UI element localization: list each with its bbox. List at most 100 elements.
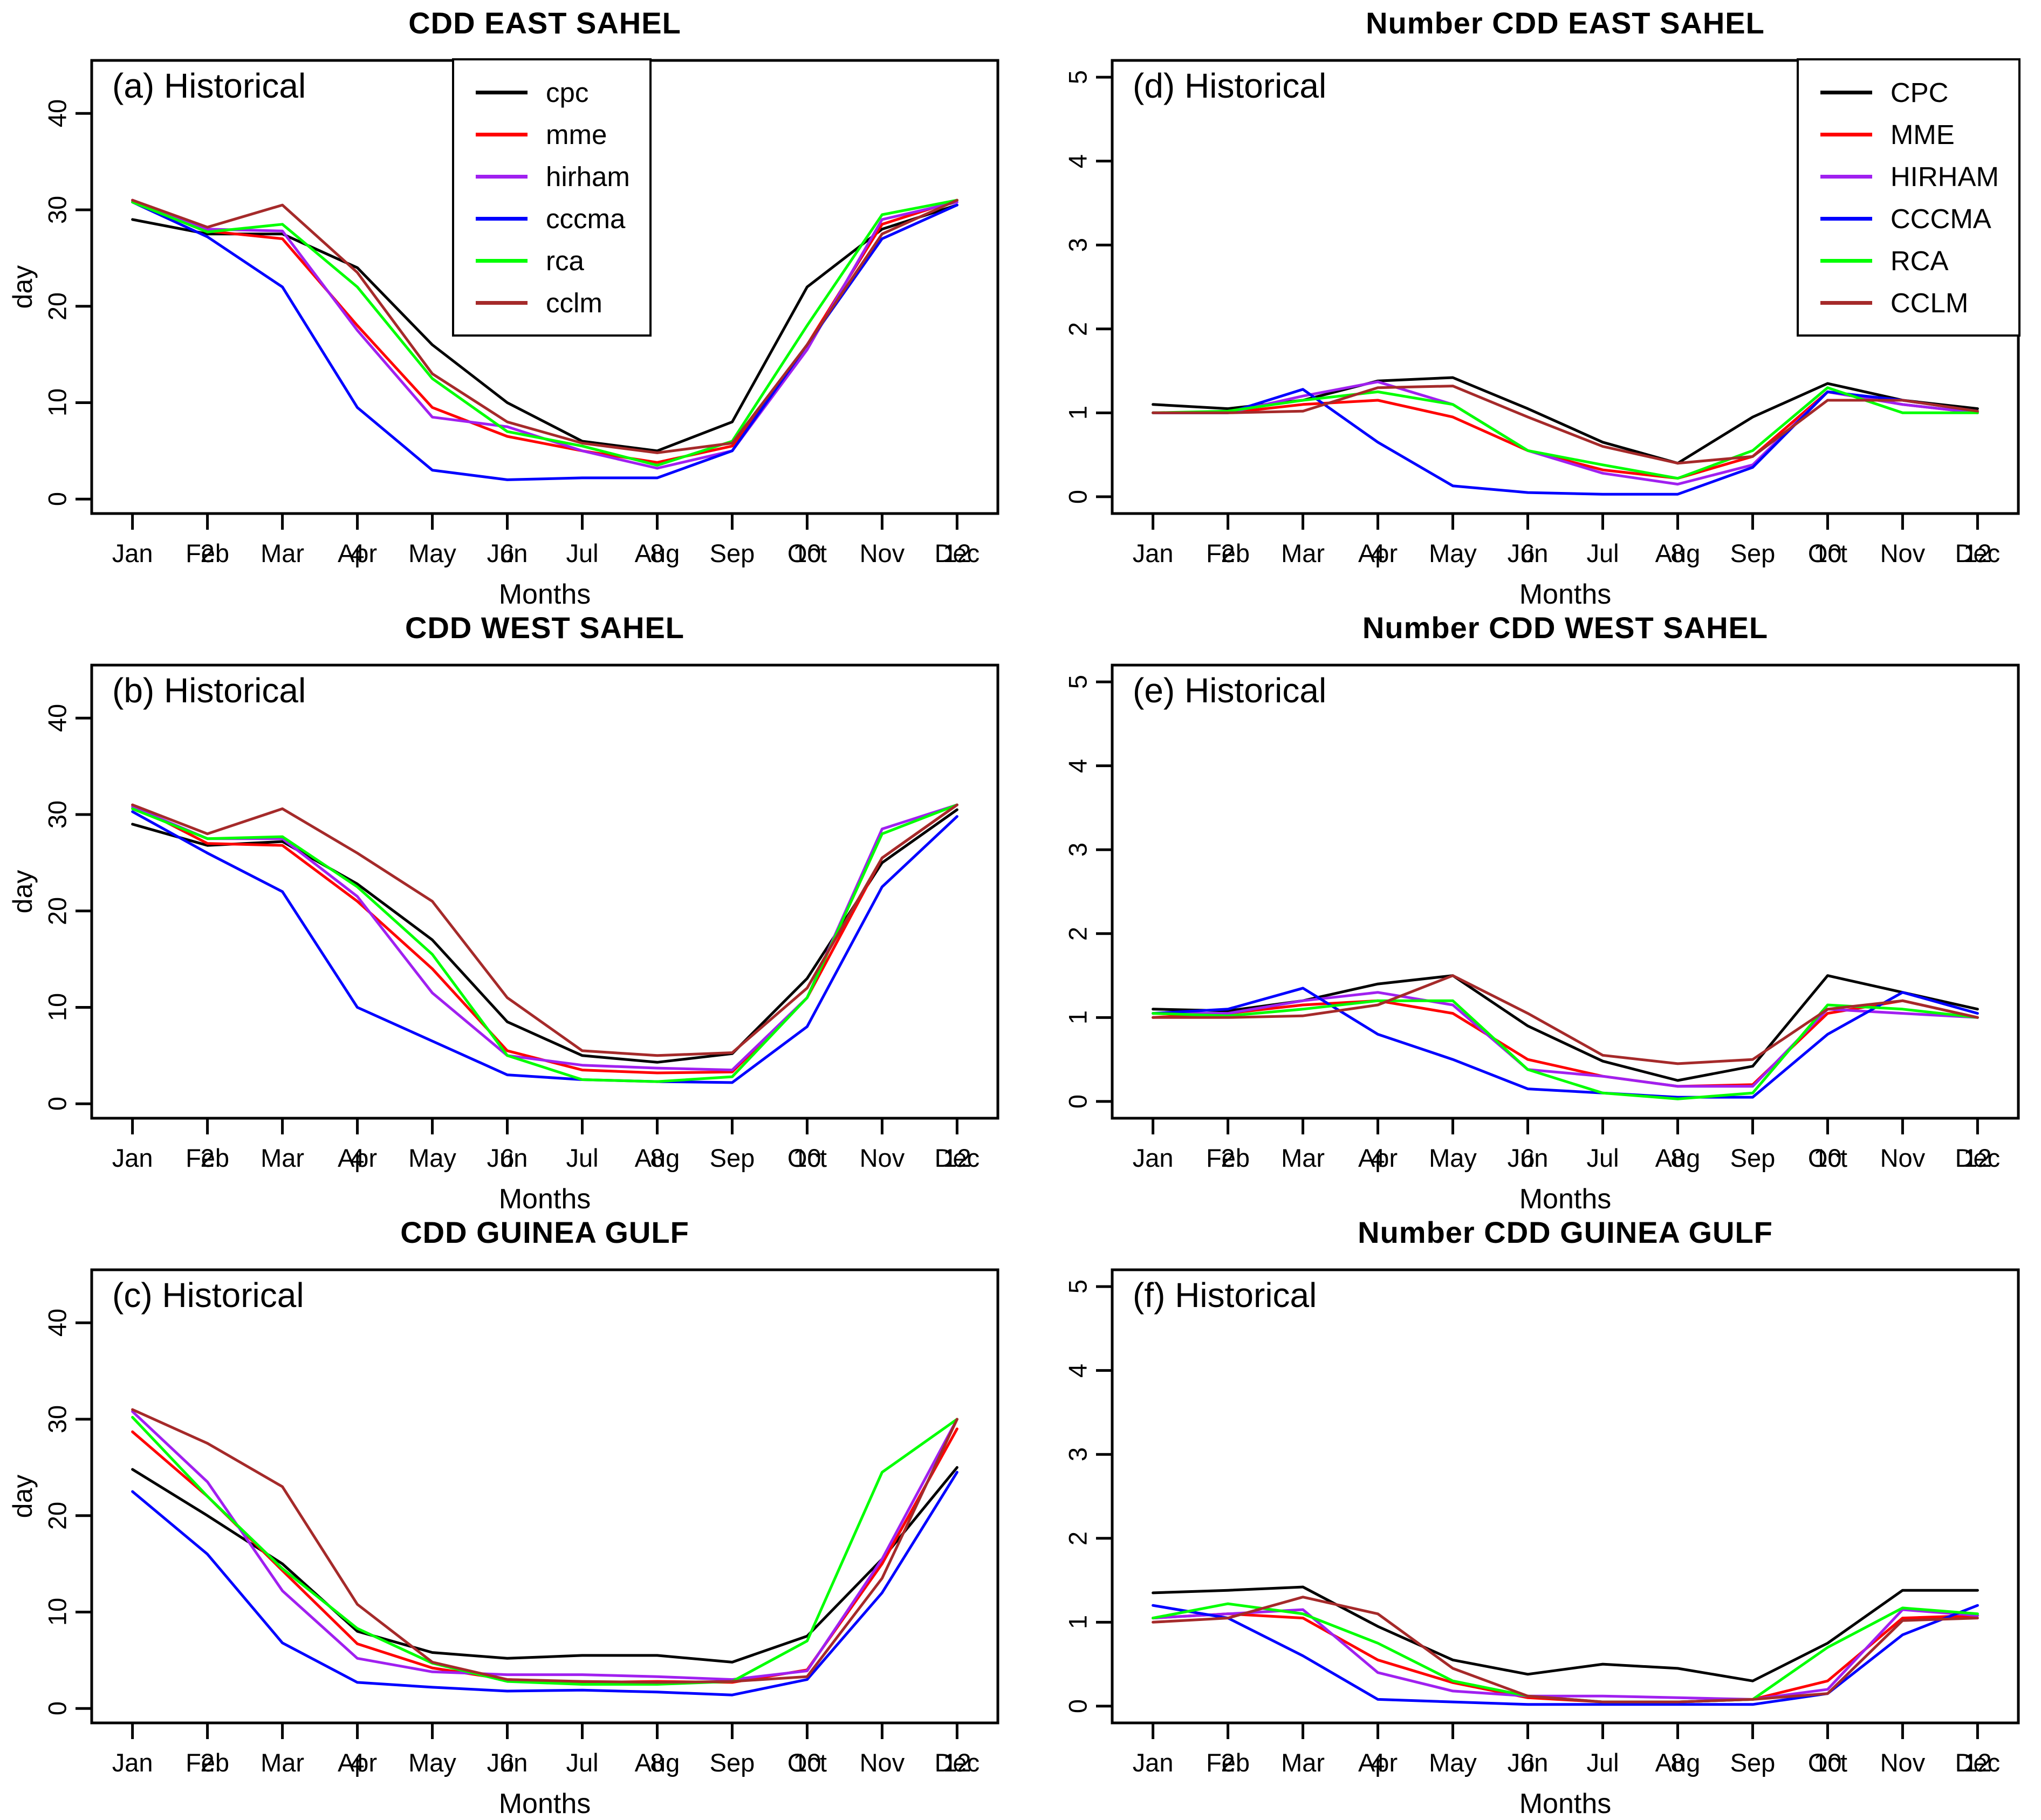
month-tick-label: Dec (1955, 1144, 2001, 1172)
x-axis-title: Months (498, 1183, 591, 1215)
series-line-CCCMA (1152, 1604, 1979, 1706)
month-tick-label: Apr (337, 539, 378, 567)
x-axis-label-area: Months (1112, 514, 2018, 611)
month-tick-label: Sep (1730, 1144, 1776, 1172)
legend-line-sample (1820, 258, 1872, 263)
legend-label: CCLM (1890, 287, 1969, 318)
month-number-label: 6 (500, 1748, 515, 1777)
month-tick-label: May (408, 539, 456, 567)
plot-area: (e) Historical Months 0 1 2 3 4 5 Jan Feb 2 Mar Ap… (1064, 663, 2020, 1215)
y-tick-label: 3 (1063, 1447, 1092, 1462)
month-tick-label: May (1429, 1748, 1477, 1777)
month-number-label: 12 (1963, 539, 1992, 567)
month-tick-label: Feb (1206, 1748, 1250, 1777)
month-tick-label: Apr (1358, 1748, 1398, 1777)
series-line-rca (131, 803, 958, 1083)
legend-label: cccma (546, 203, 626, 234)
y-tick-label: 20 (43, 1501, 72, 1530)
y-tick-label: 4 (1063, 1363, 1092, 1378)
month-tick-label: Jul (566, 1144, 599, 1172)
legend-entry: CCLM (1820, 286, 1999, 319)
series-line-cccma (131, 1470, 958, 1696)
y-tick-label: 10 (43, 388, 72, 417)
x-axis-ticks (1152, 1118, 1979, 1134)
month-tick-label: Feb (186, 1144, 230, 1172)
month-tick-label: Jan (112, 1144, 153, 1172)
month-tick-label: Mar (1281, 1748, 1325, 1777)
line-chart (76, 1268, 999, 1739)
month-number-label: 10 (1813, 1144, 1842, 1172)
x-axis-title: Months (1519, 1788, 1612, 1819)
line-chart (1096, 663, 2020, 1134)
y-tick-label: 0 (43, 492, 72, 507)
legend-label: mme (546, 119, 607, 150)
legend-entry: RCA (1820, 244, 1999, 277)
series-line-HIRHAM (1152, 991, 1979, 1088)
panel-f-number-cdd-guinea-gulf: Number CDD GUINEA GULF (f) Historical Mo… (1020, 1209, 2041, 1819)
month-number-label: 6 (1521, 539, 1535, 567)
legend-label: hirham (546, 161, 630, 192)
month-number-label: 12 (1963, 1748, 1992, 1777)
month-number-label: 12 (943, 1748, 971, 1777)
month-tick-label: Sep (709, 1144, 755, 1172)
series-line-CCLM (1152, 1596, 1979, 1703)
x-axis-ticks (1152, 514, 1979, 530)
month-tick-label: Jan (1132, 539, 1174, 567)
panel-d-number-cdd-east-sahel: Number CDD EAST SAHEL (d) Historical Mon… (1020, 0, 2041, 610)
y-axis-title: day (8, 1474, 38, 1518)
month-tick-label: Oct (787, 1748, 827, 1777)
y-tick-label: 30 (43, 195, 72, 224)
legend-line-sample (476, 258, 528, 263)
month-tick-label: May (1429, 1144, 1477, 1172)
month-number-label: 4 (1371, 1144, 1385, 1172)
legend-entry: HIRHAM (1820, 160, 1999, 193)
month-tick-label: Nov (859, 1748, 905, 1777)
month-tick-label: Apr (1358, 1144, 1398, 1172)
y-tick-label: 1 (1063, 406, 1092, 420)
month-number-label: 8 (650, 1748, 665, 1777)
series-line-cpc (131, 808, 958, 1064)
series-line-CPC (1152, 974, 1979, 1082)
series-line-MME (1152, 999, 1979, 1088)
legend-line-sample (476, 132, 528, 136)
plot-area: (f) Historical Months 0 1 2 3 4 5 Jan Feb 2 Mar Ap… (1064, 1268, 2020, 1819)
month-tick-label: Mar (261, 1144, 305, 1172)
month-tick-label: Aug (634, 1144, 680, 1172)
month-number-label: 10 (1813, 539, 1842, 567)
month-tick-label: Oct (787, 1144, 827, 1172)
y-tick-label: 5 (1063, 70, 1092, 85)
month-number-label: 4 (1371, 1748, 1385, 1777)
month-number-label: 6 (1521, 1748, 1535, 1777)
legend-line-sample (1820, 90, 1872, 94)
x-axis-label-area: Months (1112, 1723, 2018, 1820)
month-tick-label: Aug (634, 1748, 680, 1777)
month-tick-label: Jun (487, 1748, 528, 1777)
series-line-CPC (1152, 1585, 1979, 1682)
y-tick-label: 20 (43, 292, 72, 320)
legend-entry: MME (1820, 118, 1999, 151)
y-tick-label: 4 (1063, 154, 1092, 168)
panel-b-cdd-west-sahel: CDD WEST SAHEL (b) Historical day Months… (0, 605, 1020, 1215)
series-line-HIRHAM (1152, 1608, 1979, 1701)
series-line-cccma (131, 810, 958, 1084)
y-tick-label: 30 (43, 800, 72, 829)
month-number-label: 12 (943, 1144, 971, 1172)
month-tick-label: Jun (487, 1144, 528, 1172)
series-line-rca (131, 199, 958, 467)
series-line-cclm (131, 199, 958, 454)
month-number-label: 2 (200, 1144, 215, 1172)
y-tick-label: 20 (43, 897, 72, 925)
legend-entry: mme (476, 118, 630, 151)
y-tick-label: 10 (43, 993, 72, 1022)
plot-area: (a) Historical day Months 0 10 20 30 40 Jan Fe… (8, 58, 999, 610)
plot-border (90, 663, 999, 1120)
month-number-label: 12 (943, 539, 971, 567)
month-number-label: 6 (500, 1144, 515, 1172)
y-tick-label: 0 (1063, 489, 1092, 504)
plot-area: (c) Historical day Months 0 10 20 30 40 Jan Fe… (8, 1268, 999, 1819)
legend-label: HIRHAM (1890, 161, 1999, 192)
series-line-CCCMA (1152, 987, 1979, 1099)
series-line-MME (1152, 1612, 1979, 1703)
month-tick-label: Jan (112, 1748, 153, 1777)
